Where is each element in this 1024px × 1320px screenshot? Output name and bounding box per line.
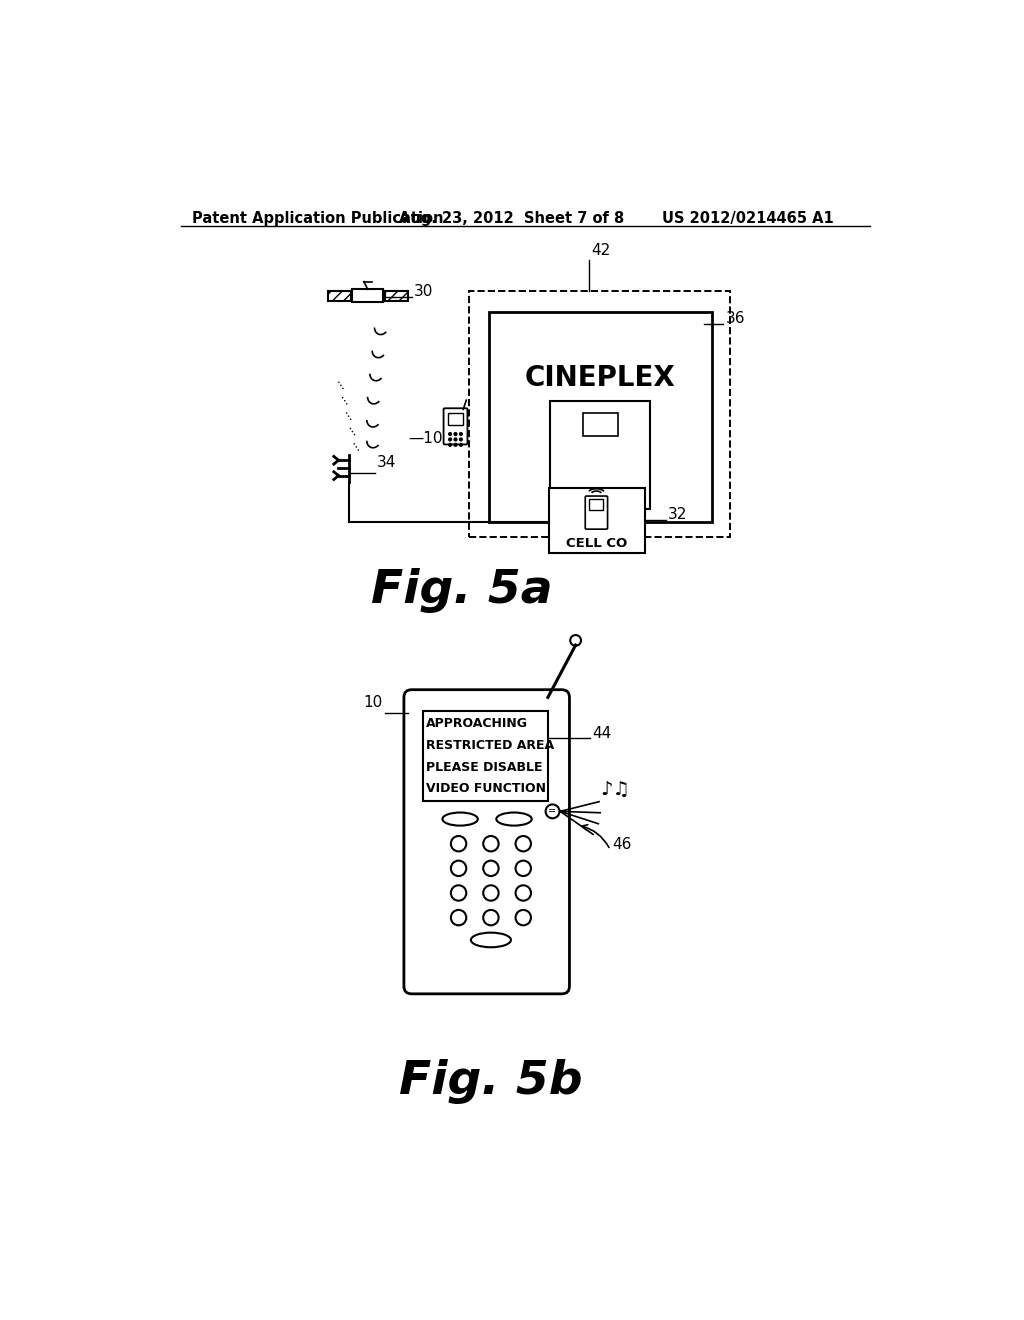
Circle shape — [451, 836, 466, 851]
Text: 30: 30 — [414, 284, 433, 300]
Ellipse shape — [471, 933, 511, 948]
Circle shape — [454, 433, 457, 436]
Text: —10: —10 — [409, 432, 443, 446]
Circle shape — [546, 804, 559, 818]
Ellipse shape — [570, 635, 581, 645]
Circle shape — [515, 909, 531, 925]
Circle shape — [451, 886, 466, 900]
Circle shape — [451, 909, 466, 925]
Circle shape — [483, 909, 499, 925]
Bar — [352, 289, 383, 302]
Text: 10: 10 — [364, 696, 382, 710]
Circle shape — [460, 433, 462, 436]
Circle shape — [451, 861, 466, 876]
Text: Fig. 5a: Fig. 5a — [371, 568, 553, 612]
Text: RESTRICTED AREA: RESTRICTED AREA — [426, 739, 554, 752]
Circle shape — [460, 444, 462, 446]
Text: 34: 34 — [377, 455, 396, 470]
Circle shape — [460, 438, 462, 441]
FancyBboxPatch shape — [586, 496, 607, 529]
Text: 44: 44 — [593, 726, 611, 741]
Bar — [447, 413, 463, 425]
Circle shape — [515, 836, 531, 851]
FancyBboxPatch shape — [443, 408, 467, 445]
Bar — [584, 413, 617, 436]
Bar — [550, 401, 650, 508]
Text: PLEASE DISABLE: PLEASE DISABLE — [426, 760, 543, 774]
Circle shape — [483, 861, 499, 876]
Text: Patent Application Publication: Patent Application Publication — [193, 211, 443, 226]
Bar — [469, 290, 730, 537]
Bar — [488, 313, 712, 521]
Circle shape — [515, 886, 531, 900]
Text: 36: 36 — [726, 312, 745, 326]
Circle shape — [483, 886, 499, 900]
Text: 46: 46 — [612, 837, 632, 853]
Bar — [590, 499, 603, 510]
Circle shape — [454, 444, 457, 446]
Bar — [549, 488, 645, 553]
Text: VIDEO FUNCTION: VIDEO FUNCTION — [426, 781, 546, 795]
Bar — [423, 711, 548, 801]
Circle shape — [449, 438, 452, 441]
Circle shape — [449, 433, 452, 436]
Circle shape — [449, 444, 452, 446]
Circle shape — [515, 861, 531, 876]
Bar — [328, 290, 351, 301]
Text: 42: 42 — [591, 243, 610, 257]
Text: CINEPLEX: CINEPLEX — [525, 364, 676, 392]
Ellipse shape — [442, 813, 478, 825]
Bar — [385, 290, 408, 301]
Text: 32: 32 — [668, 507, 687, 521]
Text: =: = — [549, 807, 557, 816]
Text: CELL CO: CELL CO — [566, 536, 627, 549]
Text: APPROACHING: APPROACHING — [426, 718, 528, 730]
FancyBboxPatch shape — [403, 689, 569, 994]
Text: Aug. 23, 2012  Sheet 7 of 8: Aug. 23, 2012 Sheet 7 of 8 — [398, 211, 624, 226]
Text: Fig. 5b: Fig. 5b — [399, 1059, 583, 1104]
Circle shape — [454, 438, 457, 441]
Text: US 2012/0214465 A1: US 2012/0214465 A1 — [662, 211, 834, 226]
Text: ♪♫: ♪♫ — [600, 780, 630, 800]
Ellipse shape — [497, 813, 531, 825]
Circle shape — [483, 836, 499, 851]
